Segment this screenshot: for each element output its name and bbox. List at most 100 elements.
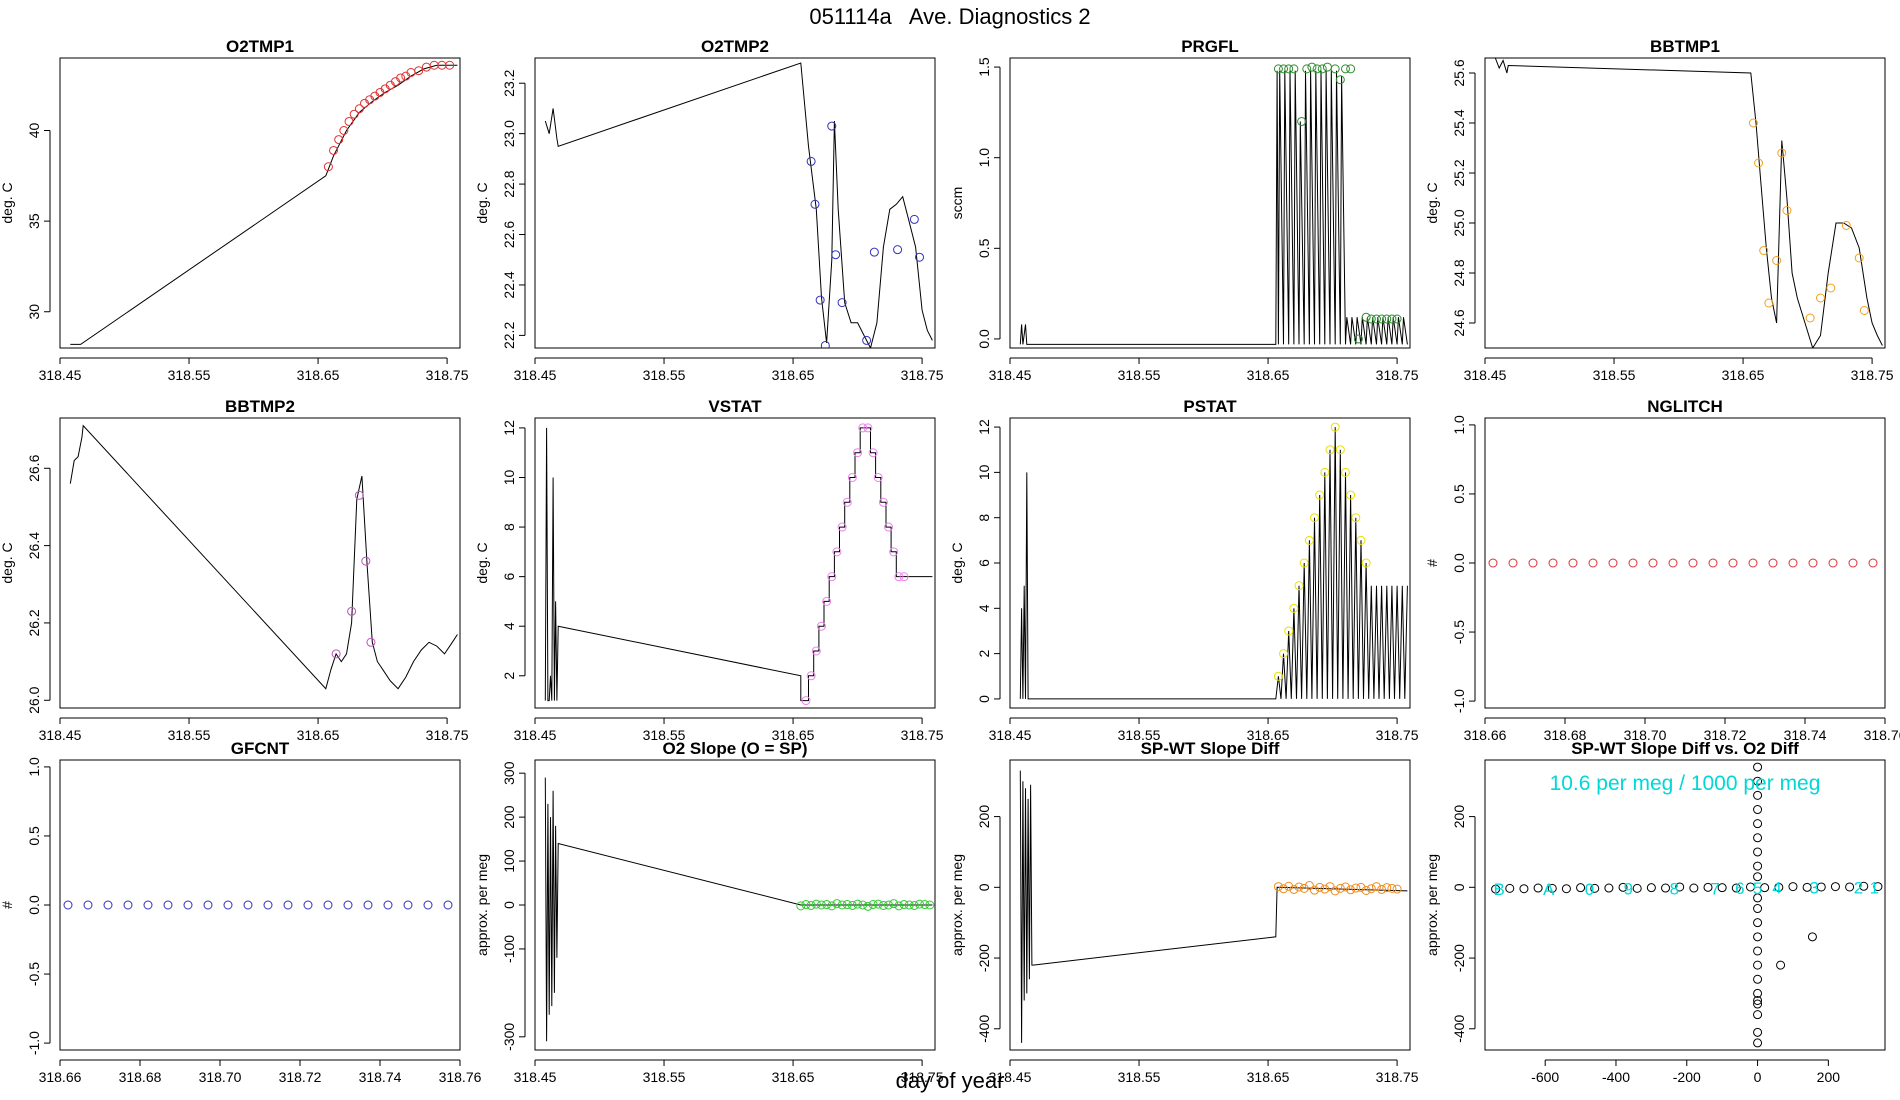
data-point [837, 900, 847, 910]
data-point [1330, 422, 1340, 432]
data-point [1382, 883, 1392, 893]
data-point [801, 900, 811, 910]
data-point [403, 900, 413, 910]
x-tick-label: 318.65 [1722, 367, 1765, 383]
data-point [1753, 995, 1763, 1005]
data-point [899, 900, 909, 910]
data-layer [70, 60, 458, 345]
point-label: 6 [1735, 879, 1744, 898]
y-axis-label: deg. C [0, 182, 15, 223]
figure-title: 051114a Ave. Diagnostics 2 [809, 4, 1091, 29]
data-point [810, 199, 820, 209]
point-label: 7 [1710, 879, 1719, 898]
data-point [1310, 885, 1320, 895]
data-point [847, 472, 857, 482]
panel-4: BBTMP2 deg. C 318.45 318.55 318.65 318.75 26.0… [0, 397, 469, 743]
x-tick-label: 318.70 [199, 1069, 242, 1085]
data-point [862, 335, 872, 345]
data-layer [1488, 558, 1878, 568]
data-point [1387, 883, 1397, 893]
data-point [1371, 314, 1381, 324]
data-point [163, 900, 173, 910]
data-layer [544, 62, 933, 348]
panel-title: PSTAT [1183, 397, 1237, 416]
panel-title: SP-WT Slope Diff vs. O2 Diff [1571, 739, 1799, 758]
data-point [1346, 64, 1356, 74]
data-point [1628, 558, 1638, 568]
data-point [806, 900, 816, 910]
point-label: 1 [1870, 878, 1879, 897]
data-point [1307, 62, 1317, 72]
data-point [878, 497, 888, 507]
data-point [1753, 861, 1763, 871]
y-tick-label: 0.5 [1451, 484, 1467, 504]
data-point [1312, 64, 1322, 74]
y-tick-label: 26.0 [26, 686, 42, 713]
data-point [806, 671, 816, 681]
data-point [414, 66, 424, 76]
data-point [909, 214, 919, 224]
x-axis-label: day of year [895, 1068, 1005, 1093]
data-point [223, 900, 233, 910]
y-tick-label: 1.0 [976, 148, 992, 168]
data-point [899, 572, 909, 582]
y-tick-label: 300 [501, 761, 517, 785]
x-tick-label: 318.68 [119, 1069, 162, 1085]
x-tick-label: 318.65 [1247, 1069, 1290, 1085]
data-point [1561, 884, 1571, 894]
data-point [1519, 884, 1529, 894]
data-point [831, 250, 841, 260]
data-point [331, 649, 341, 659]
data-point [1320, 884, 1330, 894]
y-tick-label: 6 [976, 559, 992, 567]
data-point [1753, 872, 1763, 882]
y-axis-label: approx. per meg [949, 854, 965, 956]
data-point [801, 696, 811, 706]
panel-title: O2TMP2 [701, 37, 769, 56]
data-point [1668, 558, 1678, 568]
data-point [915, 252, 925, 262]
data-point [827, 121, 837, 131]
data-point [1330, 886, 1340, 896]
data-layer [1019, 422, 1408, 700]
y-tick-label: 0 [976, 695, 992, 703]
data-point [1547, 883, 1557, 893]
data-point [920, 900, 930, 910]
data-point [1774, 882, 1784, 892]
data-point [1859, 881, 1869, 891]
data-point [1356, 535, 1366, 545]
point-label: A [1543, 880, 1555, 899]
data-point [873, 472, 883, 482]
data-point [1731, 883, 1741, 893]
data-point [1351, 883, 1361, 893]
data-point [1753, 790, 1763, 800]
plot-frame [1484, 759, 1886, 1051]
y-tick-label: 23.0 [501, 120, 517, 147]
data-point [853, 448, 863, 458]
panel-8: GFCNT #318.66 318.68 318.70 318.72 318.74 318.… [0, 739, 482, 1085]
data-point [811, 646, 821, 656]
data-point [263, 900, 273, 910]
data-point [1828, 558, 1838, 568]
x-tick-label: 318.55 [168, 367, 211, 383]
data-point [1753, 776, 1763, 786]
data-point [1788, 558, 1798, 568]
data-point [1346, 490, 1356, 500]
panel-title: O2TMP1 [226, 37, 294, 56]
y-tick-label: 0 [1451, 883, 1467, 891]
data-point [1310, 513, 1320, 523]
x-tick-label: 0 [1754, 1069, 1762, 1085]
y-tick-label: 200 [1451, 805, 1467, 829]
y-tick-label: 25.0 [1451, 209, 1467, 236]
data-point [1759, 246, 1769, 255]
y-tick-label: 12 [976, 419, 992, 435]
point-label: 8 [1670, 880, 1679, 899]
data-point [868, 900, 878, 910]
data-point [1708, 558, 1718, 568]
data-point [1859, 306, 1869, 315]
data-point [1294, 581, 1304, 591]
point-label: 2 [1854, 878, 1863, 897]
data-point [1289, 64, 1299, 74]
x-tick-label: 318.55 [643, 367, 686, 383]
